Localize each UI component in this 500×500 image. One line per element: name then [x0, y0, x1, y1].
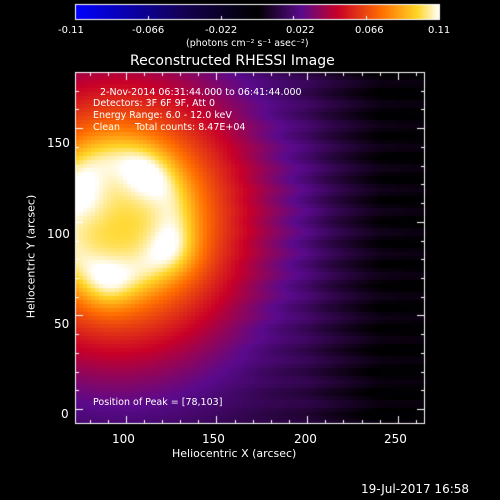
x-tick-label: 250: [384, 432, 407, 446]
time-range-annotation: 2-Nov-2014 06:31:44.000 to 06:41:44.000: [100, 87, 302, 98]
colorbar-unit-label: (photons cm⁻² s⁻¹ asec⁻²): [186, 38, 309, 49]
image-title: Reconstructed RHESSI Image: [130, 53, 335, 69]
y-tick-label: 150: [47, 136, 70, 150]
y-axis-title: Heliocentric Y (arcsec): [24, 194, 38, 319]
colorbar-tick: -0.11: [58, 25, 84, 36]
y-tick-label: 0: [61, 407, 69, 421]
timestamp: 19-Jul-2017 16:58: [361, 482, 470, 496]
colorbar-tick: -0.022: [205, 25, 238, 36]
colorbar-tick: 0.022: [286, 25, 315, 36]
x-tick-label: 100: [112, 432, 135, 446]
x-tick-label: 200: [294, 432, 317, 446]
colorbar-tick: 0.066: [355, 25, 384, 36]
energy-range-annotation: Energy Range: 6.0 - 12.0 keV: [93, 110, 232, 121]
x-tick-label: 150: [202, 432, 225, 446]
clean-counts-annotation: Clean Total counts: 8.47E+04: [93, 122, 246, 133]
colorbar-tick: -0.066: [132, 25, 165, 36]
peak-position-label: Position of Peak = [78,103]: [93, 397, 223, 408]
colorbar-tick: 0.11: [428, 25, 451, 36]
detectors-annotation: Detectors: 3F 6F 9F, Att 0: [93, 98, 216, 109]
y-tick-label: 50: [54, 317, 70, 331]
x-axis-title: Heliocentric X (arcsec): [172, 447, 297, 460]
y-tick-label: 100: [47, 227, 70, 241]
